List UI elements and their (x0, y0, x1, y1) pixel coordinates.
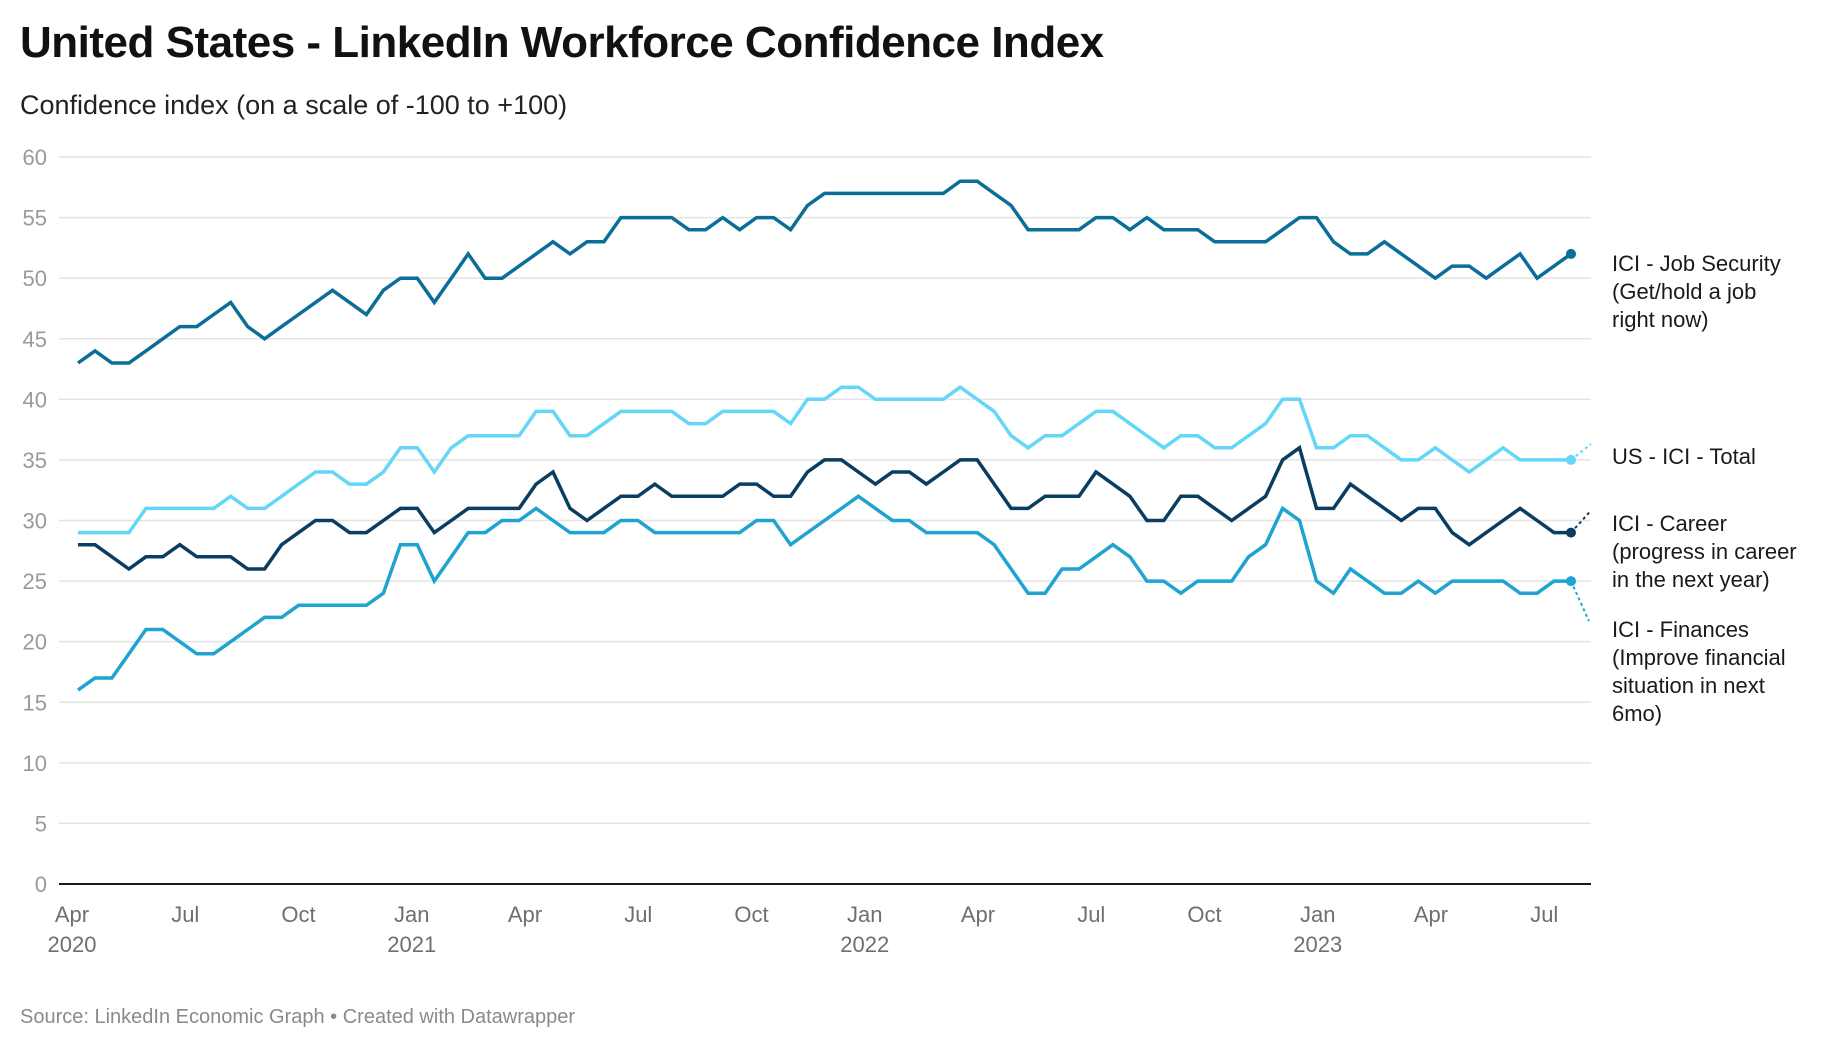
series-label: ICI - Finances (Improve financial situatio… (1612, 616, 1786, 728)
series-label-line: ICI - Job Security (1612, 251, 1781, 276)
y-tick-label: 55 (23, 206, 47, 231)
y-tick-label: 40 (23, 387, 47, 412)
label-connector (1570, 509, 1592, 534)
x-tick-year-label: 2022 (840, 932, 889, 957)
label-connector (1570, 580, 1590, 622)
series-label-line: right now) (1612, 307, 1709, 332)
y-tick-label: 10 (23, 751, 47, 776)
y-tick-label: 25 (23, 569, 47, 594)
x-tick-label: Oct (734, 902, 768, 927)
y-tick-label: 0 (35, 872, 47, 897)
x-tick-year-label: 2020 (48, 932, 97, 957)
series-label-line: US - ICI - Total (1612, 444, 1756, 469)
series-line (76, 494, 1571, 692)
series-label-line: (Improve financial (1612, 645, 1786, 670)
x-tick-label: Jan (394, 902, 429, 927)
series-label: US - ICI - Total (1612, 443, 1756, 471)
y-tick-label: 20 (23, 630, 47, 655)
source-note: Source: LinkedIn Economic Graph • Create… (20, 1006, 576, 1028)
series-end-marker (1566, 248, 1576, 259)
x-tick-label: Oct (1187, 902, 1221, 927)
y-tick-label: 30 (23, 509, 47, 534)
chart-title: United States - LinkedIn Workforce Confi… (20, 18, 1104, 67)
x-tick-label: Jul (1530, 902, 1558, 927)
label-connectors (1570, 443, 1592, 622)
series-label-line: 6mo) (1612, 701, 1663, 726)
x-tick-year-label: 2023 (1293, 932, 1342, 957)
y-tick-label: 60 (23, 145, 47, 170)
series-label: ICI - Career (progress in career in the ne… (1612, 510, 1797, 594)
x-tick-year-label: 2021 (387, 932, 436, 957)
y-tick-label: 45 (23, 327, 47, 352)
series-label-line: in the next year) (1612, 567, 1770, 592)
series-label-line: situation in next (1612, 673, 1765, 698)
y-axis-ticks: 0 5 10 15 20 25 30 35 40 45 50 55 60 (23, 145, 47, 897)
x-tick-label: Apr (961, 902, 995, 927)
x-tick-label: Apr (508, 902, 542, 927)
x-tick-label: Jul (1077, 902, 1105, 927)
series-label-line: ICI - Finances (1612, 617, 1749, 642)
x-tick-label: Jan (1300, 902, 1335, 927)
series-line (76, 179, 1573, 365)
x-tick-label: Apr (1414, 902, 1448, 927)
x-tick-label: Jan (847, 902, 882, 927)
y-tick-label: 5 (35, 811, 47, 836)
series-label: ICI - Job Security (Get/hold a job right n… (1612, 250, 1781, 334)
series-line (78, 385, 1571, 535)
y-tick-label: 35 (23, 448, 47, 473)
x-axis-ticks: Apr 2020 Jul Oct Jan 2021 Apr Jul Oct Jan 2022 Apr J… (48, 902, 1559, 957)
y-tick-label: 50 (23, 266, 47, 291)
label-connector (1570, 443, 1592, 461)
x-tick-label: Jul (171, 902, 199, 927)
series-label-line: (Get/hold a job (1612, 279, 1757, 304)
series-label-line: (progress in career (1612, 539, 1797, 564)
x-tick-label: Jul (624, 902, 652, 927)
series-line (78, 444, 1571, 572)
series-label-line: ICI - Career (1612, 511, 1727, 536)
x-tick-label: Apr (55, 902, 89, 927)
y-tick-label: 15 (23, 690, 47, 715)
x-tick-label: Oct (281, 902, 315, 927)
chart-subtitle: Confidence index (on a scale of -100 to … (20, 90, 568, 120)
series-lines (76, 179, 1576, 692)
